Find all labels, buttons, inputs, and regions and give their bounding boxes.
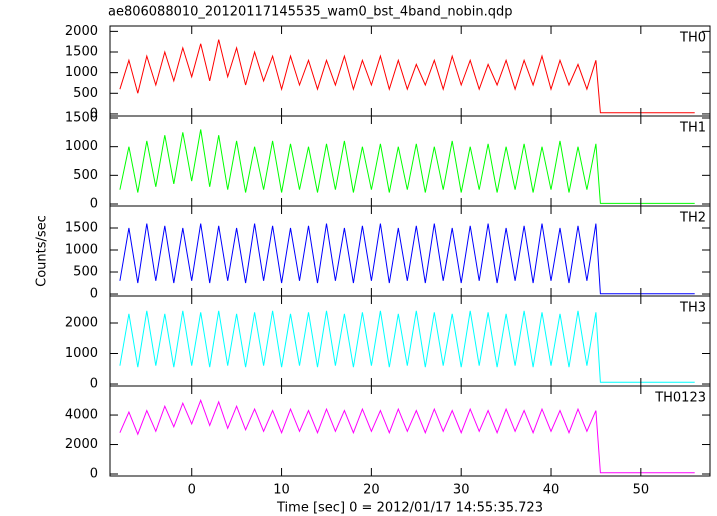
y-axis-label: Counts/sec — [35, 215, 50, 287]
x-tick-label: 10 — [273, 483, 290, 498]
panel-frame — [109, 295, 711, 387]
y-tick-label: 1000 — [65, 139, 98, 154]
y-tick-label: 4000 — [65, 408, 98, 423]
y-tick-label: 500 — [73, 86, 98, 101]
data-line — [119, 39, 695, 114]
data-line — [119, 129, 695, 204]
y-tick-label: 0 — [90, 287, 98, 302]
y-tick-label: 0 — [90, 196, 98, 211]
panel-frame — [109, 25, 711, 117]
y-tick-label: 1500 — [65, 221, 98, 236]
y-tick-label: 1500 — [65, 45, 98, 60]
y-tick-label: 0 — [90, 106, 98, 121]
y-tick-label: 500 — [73, 168, 98, 183]
x-tick-label: 20 — [363, 483, 380, 498]
panel-frame — [109, 205, 711, 297]
legend-label: TH3 — [679, 301, 706, 316]
chart-title: ae806088010_20120117145535_wam0_bst_4ban… — [108, 5, 513, 20]
y-tick-label: 1000 — [65, 346, 98, 361]
y-tick-label: 1000 — [65, 65, 98, 80]
y-tick-label: 2000 — [65, 24, 98, 39]
panel-frame — [109, 115, 711, 207]
data-line — [119, 310, 695, 383]
y-tick-label: 500 — [73, 265, 98, 280]
x-tick-label: 30 — [453, 483, 470, 498]
y-tick-label: 1500 — [65, 111, 98, 126]
y-tick-label: 2000 — [65, 437, 98, 452]
data-line — [119, 223, 695, 295]
x-tick-label: 0 — [188, 483, 196, 498]
y-tick-label: 0 — [90, 377, 98, 392]
legend-label: TH0123 — [654, 391, 706, 406]
x-axis-label: Time [sec] 0 = 2012/01/17 14:55:35.723 — [276, 501, 543, 516]
x-tick-label: 50 — [633, 483, 650, 498]
legend-label: TH2 — [679, 211, 706, 226]
y-tick-label: 0 — [90, 467, 98, 482]
legend-label: TH0 — [679, 31, 706, 46]
panel-frame — [109, 385, 711, 477]
x-tick-label: 40 — [543, 483, 560, 498]
y-tick-label: 2000 — [65, 316, 98, 331]
data-line — [119, 398, 695, 474]
y-tick-label: 1000 — [65, 243, 98, 258]
legend-label: TH1 — [679, 121, 706, 136]
